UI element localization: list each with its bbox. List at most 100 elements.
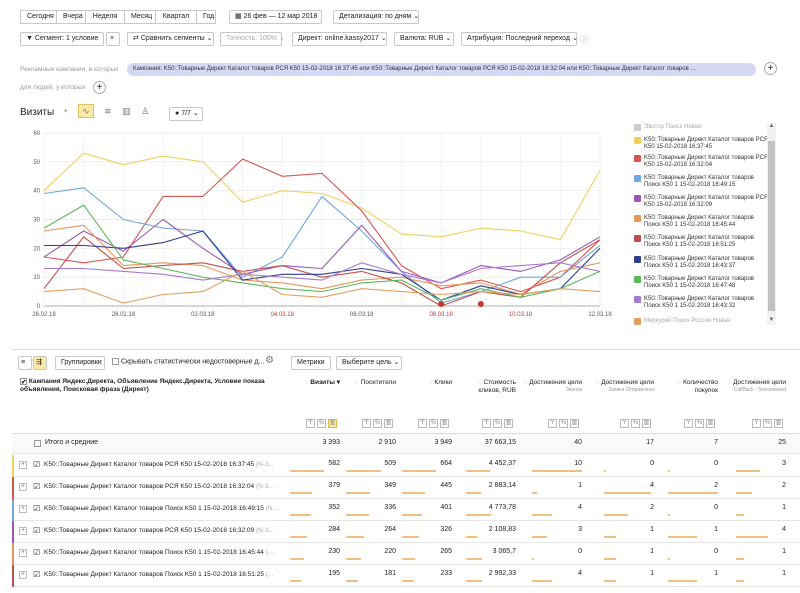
period-1[interactable]: Вчера — [56, 10, 85, 24]
legend-scrollbar[interactable]: ▲ ▼ — [767, 123, 776, 325]
attribution-select[interactable]: Атрибуция: Последний переход ⌄ — [461, 32, 578, 46]
legend-checkbox[interactable] — [634, 175, 641, 182]
period-3[interactable]: Месяц — [124, 10, 155, 24]
filter-icon[interactable]: Y — [548, 419, 557, 428]
percent-icon[interactable]: % — [559, 419, 568, 428]
table-row[interactable]: + ☑ K50::Товарные Директ Каталог товаров П… — [12, 543, 800, 565]
row-checkbox[interactable]: ☑ — [33, 526, 41, 535]
checkbox-box[interactable] — [112, 358, 119, 365]
filter-icon[interactable]: Y — [684, 419, 693, 428]
column-header[interactable]: ◌ Достижения цели Заявка Отправлена — [594, 379, 654, 393]
bar-chart-icon[interactable]: ▥ — [706, 419, 715, 428]
campaign-filter-chip[interactable]: Кампания: K50::Товарные Директ Каталог т… — [127, 63, 756, 76]
percent-icon[interactable]: % — [493, 419, 502, 428]
add-filter-button[interactable]: + — [764, 62, 777, 75]
segment-clear-button[interactable]: × — [106, 32, 120, 46]
percent-icon[interactable]: % — [317, 419, 326, 428]
pie-icon[interactable]: ◔ — [62, 106, 68, 116]
accuracy-select[interactable]: Точность: 100% ⌄ — [220, 32, 285, 46]
column-header[interactable]: ◌ Достижения цели CallBack - Streamwood — [726, 379, 786, 393]
filter-icon[interactable]: Y — [306, 419, 315, 428]
legend-checkbox[interactable] — [634, 256, 641, 263]
filter-icon[interactable]: Y — [362, 419, 371, 428]
bar-chart-icon[interactable]: ▥ — [570, 419, 579, 428]
column-header[interactable]: ◌ Количество покупок — [658, 379, 718, 395]
legend-checkbox[interactable] — [634, 155, 641, 162]
filter-icon[interactable]: Y — [620, 419, 629, 428]
segment-button[interactable]: ▼ Сегмент: 1 условие — [20, 32, 104, 46]
header-checkbox[interactable]: ✔ — [20, 378, 27, 386]
legend-checkbox[interactable] — [634, 235, 641, 242]
percent-icon[interactable]: % — [429, 419, 438, 428]
filter-icon[interactable]: Y — [752, 419, 761, 428]
bar-chart-icon[interactable]: ▥ — [642, 419, 651, 428]
bar-chart-icon[interactable]: ▥ — [774, 419, 783, 428]
legend-checkbox[interactable] — [634, 195, 641, 202]
bar-chart-icon[interactable]: ▥ — [504, 419, 513, 428]
row-checkbox[interactable]: ☑ — [33, 504, 41, 513]
bar-chart-icon[interactable]: ▥ — [122, 106, 131, 116]
percent-icon[interactable]: % — [373, 419, 382, 428]
detail-select[interactable]: Детализация: по дням ⌄ — [333, 10, 419, 24]
table-row[interactable]: + ☑ K50::Товарные Директ Каталог товаров П… — [12, 565, 800, 587]
column-header[interactable]: ◌ Клики — [392, 379, 452, 387]
legend-scroll-thumb[interactable] — [768, 141, 775, 311]
legend-checkbox[interactable] — [634, 318, 641, 325]
column-header[interactable]: ◌ Достижения цели Звонок — [522, 379, 582, 393]
metrics-button[interactable]: Метрики — [291, 356, 331, 370]
settings-gear-icon[interactable]: ⚙ — [265, 355, 274, 366]
legend-checkbox[interactable] — [634, 124, 641, 131]
period-0[interactable]: Сегодня — [20, 10, 56, 24]
totals-checkbox[interactable] — [34, 440, 41, 447]
table-row[interactable]: + ☑ K50::Товарные Директ Каталог товаров П… — [12, 499, 800, 521]
currency-select[interactable]: Валюта: RUB ⌄ — [394, 32, 454, 46]
table-row[interactable]: + ☑ K50::Товарные Директ Каталог товаров Р… — [12, 477, 800, 499]
filter-icon[interactable]: Y — [482, 419, 491, 428]
percent-icon[interactable]: % — [631, 419, 640, 428]
table-row[interactable]: + ☑ K50::Товарные Директ Каталог товаров Р… — [12, 455, 800, 477]
metrics-count-button[interactable]: ● 7/7 ⌄ — [169, 107, 203, 121]
scroll-down-icon[interactable]: ▼ — [768, 317, 775, 323]
column-header[interactable]: ◌ Посетители — [336, 379, 396, 387]
percent-icon[interactable]: % — [695, 419, 704, 428]
person-icon[interactable]: ♙ — [141, 106, 150, 116]
expand-icon[interactable]: + — [19, 483, 27, 491]
row-checkbox[interactable]: ☑ — [33, 482, 41, 491]
bar-chart-icon[interactable]: ▥ — [328, 419, 337, 428]
direct-select[interactable]: Директ: online.kassy2017 ⌄ — [292, 32, 387, 46]
date-range-button[interactable]: ▦ 26 фев — 12 мар 2018 — [229, 10, 322, 24]
column-header[interactable]: ◌ Стоимость кликов, RUB — [456, 379, 516, 395]
add-people-filter-button[interactable]: + — [93, 81, 106, 94]
bar-chart-icon[interactable]: ▥ — [440, 419, 449, 428]
help-icon[interactable]: ⓘ — [580, 35, 588, 44]
row-checkbox[interactable]: ☑ — [33, 548, 41, 557]
percent-icon[interactable]: % — [763, 419, 772, 428]
filter-icon[interactable]: Y — [418, 419, 427, 428]
expand-icon[interactable]: + — [19, 549, 27, 557]
line-chart-icon[interactable]: ∿ — [77, 104, 94, 118]
period-5[interactable]: Год — [196, 10, 216, 24]
compare-segments-button[interactable]: ⇄ Сравнить сегменты ⌄ — [127, 32, 214, 46]
period-4[interactable]: Квартал — [155, 10, 196, 24]
view-tree-toggle[interactable]: ⇶ — [33, 356, 47, 370]
legend-checkbox[interactable] — [634, 296, 641, 303]
expand-icon[interactable]: + — [19, 571, 27, 579]
hide-stats-checkbox[interactable]: Скрывать статистически недостоверные д..… — [112, 358, 264, 365]
legend-checkbox[interactable] — [634, 276, 641, 283]
row-checkbox[interactable]: ☑ — [33, 570, 41, 579]
scroll-up-icon[interactable]: ▲ — [768, 123, 775, 129]
goal-select[interactable]: Выберите цель ⌄ — [336, 356, 402, 370]
groupings-button[interactable]: Группировки — [55, 356, 105, 370]
legend-checkbox[interactable] — [634, 137, 641, 144]
area-chart-icon[interactable]: ≋ — [104, 106, 112, 116]
row-checkbox[interactable]: ☑ — [33, 460, 41, 469]
column-header[interactable]: ◌ Визиты ▾ — [280, 379, 340, 387]
expand-icon[interactable]: + — [19, 527, 27, 535]
table-row[interactable]: + ☑ K50::Товарные Директ Каталог товаров Р… — [12, 521, 800, 543]
expand-icon[interactable]: + — [19, 505, 27, 513]
bar-chart-icon[interactable]: ▥ — [384, 419, 393, 428]
period-2[interactable]: Неделя — [85, 10, 124, 24]
view-list-toggle[interactable]: ≡ — [18, 356, 32, 370]
legend-checkbox[interactable] — [634, 215, 641, 222]
expand-icon[interactable]: + — [19, 461, 27, 469]
